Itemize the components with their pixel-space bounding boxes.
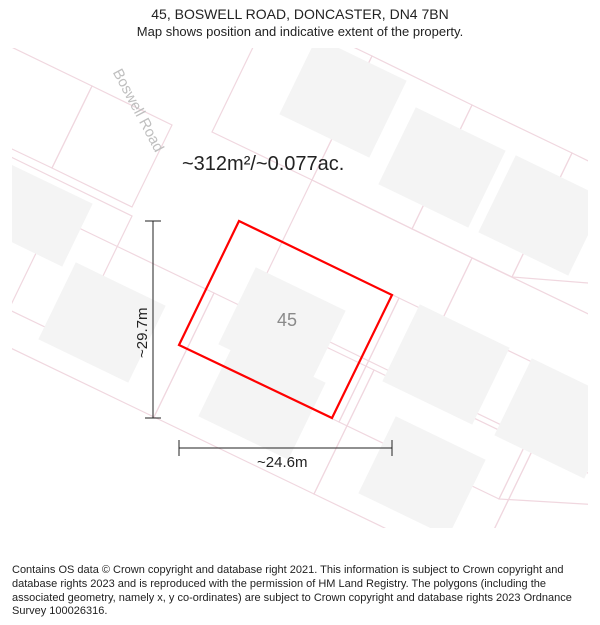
map-area: Boswell Road ~312m²/~0.077ac. ~29.7m ~24… <box>12 48 588 528</box>
subtitle: Map shows position and indicative extent… <box>0 24 600 39</box>
address-title: 45, BOSWELL ROAD, DONCASTER, DN4 7BN <box>0 6 600 22</box>
area-label: ~312m²/~0.077ac. <box>182 153 344 176</box>
dim-vertical-label: ~29.7m <box>134 308 151 358</box>
page: 45, BOSWELL ROAD, DONCASTER, DN4 7BN Map… <box>0 0 600 625</box>
header: 45, BOSWELL ROAD, DONCASTER, DN4 7BN Map… <box>0 6 600 39</box>
footer-copyright: Contains OS data © Crown copyright and d… <box>12 564 588 619</box>
house-number-label: 45 <box>277 310 297 331</box>
dim-horizontal-label: ~24.6m <box>257 454 307 471</box>
road-name-wrap: Boswell Road <box>124 66 216 83</box>
